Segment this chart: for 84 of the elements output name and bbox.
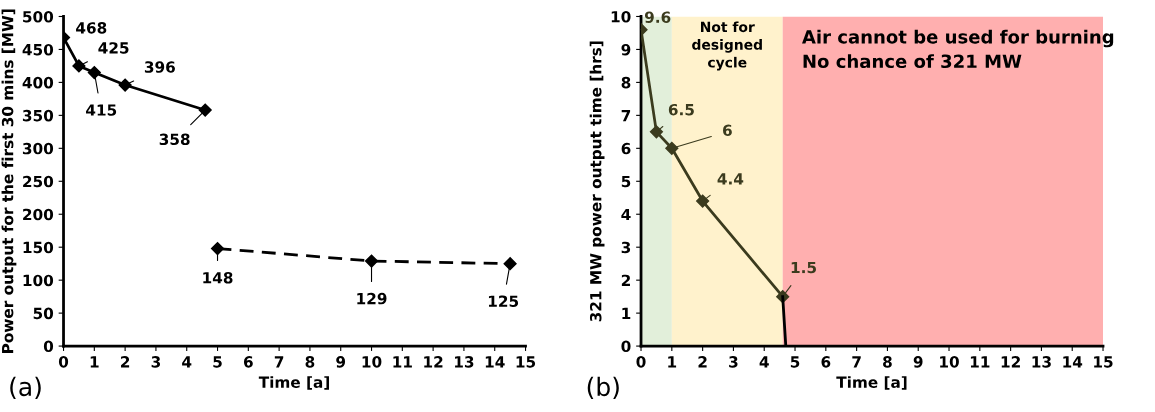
data-label: 129: [357, 292, 387, 305]
x-tick-label: 15: [516, 356, 536, 368]
x-tick-label: 1: [90, 356, 99, 368]
point: [503, 257, 517, 271]
y-tick-label: 400: [22, 76, 54, 89]
x-tick-label: 14: [1063, 356, 1083, 368]
data-label: 425: [98, 42, 129, 54]
x-tick-label: 8: [883, 356, 892, 368]
y-tick-label: 7: [621, 110, 631, 122]
point: [118, 78, 132, 92]
x-tick-label: 13: [1032, 356, 1051, 368]
band-label: Not for designed cycle: [692, 21, 762, 71]
y-tick-label: 3: [621, 241, 631, 254]
point: [649, 125, 664, 139]
data-label: 1.5: [791, 261, 816, 274]
x-tick-label: 6: [821, 356, 831, 368]
x-tick-label: 5: [790, 356, 800, 368]
x-tick-label: 4: [759, 356, 769, 368]
y-tick-label: 250: [23, 175, 54, 188]
x-tick-label: 4: [182, 356, 192, 368]
y-axis-title: Power output for the first 30 mins [MW]: [1, 9, 17, 353]
data-label: 396: [144, 61, 175, 73]
x-tick-label: 15: [1094, 356, 1113, 368]
text: (a): [10, 376, 41, 400]
x-tick-label: 3: [729, 356, 738, 368]
point: [72, 59, 86, 73]
y-tick-label: 150: [23, 241, 54, 254]
x-tick-label: 10: [362, 356, 382, 368]
y-tick-label: 0: [621, 340, 631, 353]
x-axis-title: Time [a]: [258, 376, 329, 390]
y-tick-label: 200: [23, 208, 54, 221]
x-tick-label: 14: [485, 356, 505, 368]
text: (b): [587, 376, 619, 400]
y-axis-title: 321 MW power output time [hrs]: [589, 41, 605, 322]
x-tick-label: 11: [970, 356, 990, 368]
x-tick-label: 12: [424, 356, 443, 368]
data-label: 358: [159, 133, 190, 146]
x-axis-title: Time [a]: [836, 376, 907, 390]
x-tick-label: 7: [274, 356, 284, 368]
y-tick-label: 50: [33, 307, 54, 320]
point: [696, 194, 710, 208]
x-tick-label: 10: [940, 356, 959, 368]
y-tick-label: 300: [22, 142, 54, 155]
x-tick-label: 2: [121, 356, 130, 368]
data-label: 6: [723, 124, 732, 137]
point: [364, 254, 379, 268]
x-tick-label: 11: [393, 356, 412, 368]
y-tick-label: 8: [621, 76, 631, 89]
x-tick-label: 0: [58, 356, 69, 368]
y-tick-label: 5: [621, 175, 631, 188]
y-tick-label: 4: [621, 208, 631, 221]
band-label: Air cannot be used for burning No chance of 321 MW: [802, 29, 1114, 69]
data-label: 9.6: [644, 11, 671, 23]
x-tick-label: 12: [1001, 356, 1020, 368]
data-label: 415: [86, 104, 117, 116]
x-tick-label: 3: [151, 356, 161, 368]
y-tick-label: 6: [621, 142, 631, 155]
x-tick-label: 6: [243, 356, 253, 368]
data-label: 6.5: [668, 103, 694, 116]
y-tick-label: 100: [23, 274, 54, 287]
y-tick-label: 1: [622, 307, 631, 319]
point: [198, 103, 212, 117]
y-tick-label: 500: [23, 10, 54, 23]
data-label: 148: [203, 271, 233, 284]
y-tick-label: 450: [22, 43, 54, 56]
y-tick-label: 0: [43, 340, 54, 353]
data-label: 125: [488, 295, 519, 307]
x-tick-label: 7: [852, 356, 861, 368]
data-label: 4.4: [717, 173, 744, 185]
y-tick-label: 10: [611, 10, 631, 23]
y-tick-label: 350: [22, 109, 54, 122]
y-tick-label: 9: [621, 43, 631, 56]
data-label: 468: [76, 22, 107, 34]
x-tick-label: 13: [455, 356, 474, 368]
point: [87, 65, 101, 80]
x-tick-label: 0: [636, 356, 646, 368]
y-tick-label: 2: [621, 274, 630, 286]
x-tick-label: 5: [213, 356, 222, 368]
point: [665, 141, 679, 155]
x-tick-label: 8: [305, 356, 315, 368]
x-tick-label: 2: [698, 356, 707, 368]
x-tick-label: 9: [336, 356, 346, 368]
x-tick-label: 1: [668, 356, 677, 368]
x-tick-label: 9: [913, 356, 923, 368]
